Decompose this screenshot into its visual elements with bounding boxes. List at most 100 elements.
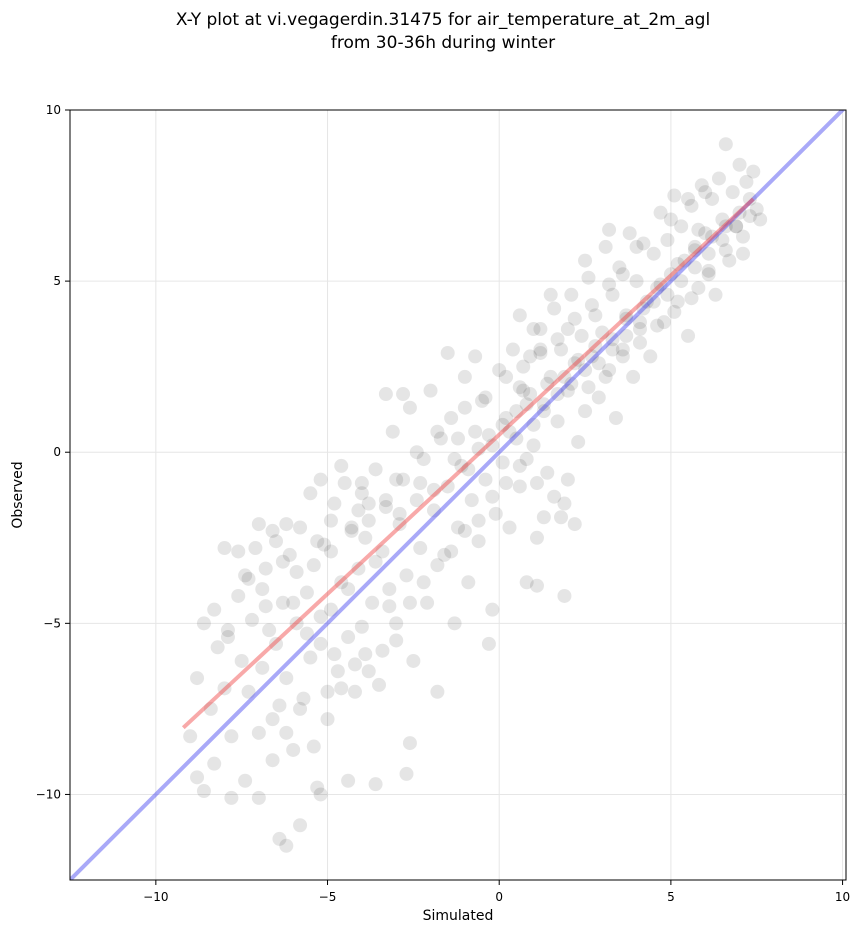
scatter-point-218 — [605, 332, 620, 347]
scatter-point-111 — [588, 308, 603, 323]
plot-frame — [69, 109, 847, 881]
scatter-point-57 — [402, 400, 417, 415]
scatter-point-108 — [578, 404, 593, 419]
scatter-point-178 — [183, 729, 198, 744]
scatter-point-117 — [608, 411, 623, 425]
scatter-point-272 — [430, 558, 445, 573]
scatter-point-76 — [468, 424, 483, 439]
scatter-point-87 — [505, 342, 520, 357]
scatter-point-84 — [495, 455, 510, 470]
scatter-point-48 — [372, 677, 387, 692]
scatter-point-21 — [279, 671, 294, 686]
scatter-point-304 — [591, 356, 606, 371]
scatter-point-314 — [729, 219, 744, 234]
scatter-point-164 — [279, 517, 294, 532]
scatter-point-299 — [523, 387, 538, 402]
scatter-point-122 — [626, 369, 641, 384]
scatter-point-259 — [382, 599, 397, 614]
scatter-point-180 — [529, 476, 544, 491]
scatter-point-105 — [567, 356, 582, 371]
x-tick-label-0: −10 — [143, 890, 168, 904]
scatter-point-131 — [657, 315, 672, 330]
scatter-point-204 — [323, 513, 338, 528]
scatter-point-179 — [207, 756, 222, 771]
scatter-point-44 — [358, 647, 373, 662]
scatter-point-168 — [251, 790, 266, 805]
scatter-point-229 — [512, 380, 527, 395]
scatter-point-226 — [732, 205, 747, 220]
scatter-point-133 — [663, 267, 678, 282]
scatter-point-107 — [574, 328, 589, 343]
scatter-point-56 — [399, 568, 414, 583]
scatter-point-66 — [433, 431, 448, 446]
scatter-point-286 — [310, 534, 325, 549]
scatter-point-277 — [499, 476, 514, 491]
scatter-point-201 — [313, 472, 328, 487]
scatter-point-6 — [224, 729, 239, 744]
x-tick-label-2: 0 — [495, 890, 503, 904]
scatter-point-33 — [320, 712, 335, 727]
scatter-point-279 — [526, 438, 541, 453]
scatter-point-271 — [416, 575, 431, 590]
scatter-point-186 — [557, 588, 572, 603]
scatter-point-249 — [615, 267, 630, 282]
scatter-point-86 — [502, 520, 517, 535]
scatter-point-47 — [368, 462, 383, 477]
regression-line — [181, 197, 755, 730]
scatter-point-290 — [378, 493, 393, 508]
reference-lines — [70, 110, 846, 880]
scatter-point-198 — [602, 222, 617, 237]
scatter-point-216 — [571, 352, 586, 367]
scatter-point-103 — [560, 383, 575, 398]
scatter-point-49 — [375, 544, 390, 559]
scatter-point-27 — [299, 585, 314, 600]
scatter-point-68 — [440, 479, 455, 494]
scatter-point-38 — [337, 476, 352, 491]
scatter-point-12 — [248, 541, 263, 556]
scatter-point-65 — [430, 684, 445, 699]
x-tick-label-3: 5 — [667, 890, 675, 904]
scatter-point-175 — [402, 736, 417, 751]
scatter-point-225 — [718, 219, 733, 234]
scatter-point-287 — [323, 544, 338, 559]
scatter-point-262 — [293, 701, 308, 716]
scatter-point-115 — [602, 363, 617, 378]
scatter-point-166 — [279, 838, 294, 853]
scatter-point-36 — [330, 664, 345, 679]
scatter-point-227 — [560, 322, 575, 337]
scatter-point-147 — [711, 171, 726, 186]
scatter-point-182 — [547, 489, 562, 504]
scatter-point-125 — [636, 236, 651, 251]
scatter-point-185 — [567, 517, 582, 532]
scatter-point-77 — [471, 534, 486, 549]
x-tick-label-4: 10 — [835, 890, 850, 904]
scatter-point-265 — [334, 681, 349, 696]
scatter-point-284 — [275, 554, 290, 569]
scatter-point-42 — [351, 561, 366, 576]
scatter-point-18 — [269, 534, 284, 549]
scatter-point-190 — [440, 345, 455, 360]
scatter-point-45 — [361, 513, 376, 528]
scatter-point-224 — [705, 229, 720, 244]
scatter-point-70 — [447, 616, 462, 631]
scatter-point-161 — [231, 544, 246, 559]
scatter-point-210 — [451, 431, 465, 446]
scatter-point-305 — [605, 342, 620, 357]
scatter-point-109 — [581, 270, 596, 285]
scatter-point-288 — [344, 520, 359, 535]
scatter-point-52 — [385, 424, 400, 439]
scatter-point-294 — [447, 452, 462, 467]
scatter-point-113 — [595, 325, 610, 340]
scatter-point-237 — [701, 263, 716, 278]
scatter-point-312 — [701, 246, 716, 261]
scatter-point-236 — [684, 291, 699, 306]
scatter-point-146 — [708, 287, 723, 302]
scatter-point-50 — [378, 499, 393, 514]
scatter-point-297 — [495, 417, 510, 432]
scatter-point-156 — [742, 209, 757, 224]
x-tick-label-1: −5 — [319, 890, 337, 904]
scatter-point-37 — [334, 575, 349, 590]
scatter-point-309 — [660, 287, 675, 302]
scatter-point-195 — [526, 322, 541, 337]
